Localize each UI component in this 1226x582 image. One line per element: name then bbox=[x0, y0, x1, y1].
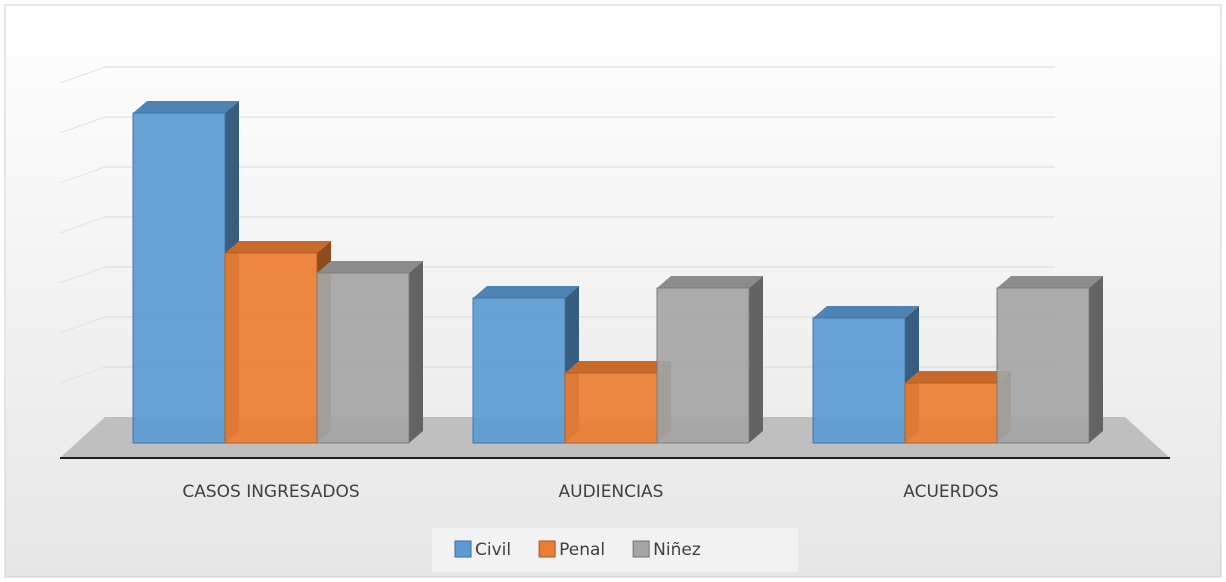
bar-top bbox=[997, 276, 1103, 288]
bar-side bbox=[409, 261, 423, 443]
legend-label: Civil bbox=[475, 540, 511, 560]
x-tick-label: ACUERDOS bbox=[903, 482, 998, 502]
legend-swatch bbox=[538, 540, 556, 558]
bar-side bbox=[1089, 276, 1103, 443]
bar bbox=[656, 287, 750, 444]
x-tick-label: AUDIENCIAS bbox=[559, 482, 664, 502]
grid-line-side bbox=[59, 366, 106, 384]
grid-line-side bbox=[59, 116, 106, 134]
bar bbox=[132, 112, 226, 444]
bar bbox=[904, 382, 998, 444]
bar-top bbox=[473, 286, 579, 298]
legend-swatch bbox=[454, 540, 472, 558]
grid-line-side bbox=[59, 266, 106, 284]
bar bbox=[996, 287, 1090, 444]
legend-label: Penal bbox=[559, 540, 605, 560]
bar bbox=[812, 317, 906, 444]
bar bbox=[224, 252, 318, 444]
grid-line-side bbox=[59, 316, 106, 334]
grid-line-side bbox=[59, 66, 106, 84]
bar-side bbox=[749, 276, 763, 443]
bar-top bbox=[905, 371, 1011, 383]
bar-top bbox=[565, 361, 671, 373]
bar bbox=[472, 297, 566, 444]
legend-box bbox=[432, 528, 798, 572]
bar-top bbox=[317, 261, 423, 273]
legend-label: Niñez bbox=[653, 540, 701, 560]
legend-swatch bbox=[632, 540, 650, 558]
bar-top bbox=[133, 101, 239, 113]
bar-top bbox=[813, 306, 919, 318]
x-tick-label: CASOS INGRESADOS bbox=[182, 482, 359, 502]
grid-line-side bbox=[59, 216, 106, 234]
bar-top bbox=[225, 241, 331, 253]
bar bbox=[316, 272, 410, 444]
grid-line-side bbox=[59, 166, 106, 184]
bar-top bbox=[657, 276, 763, 288]
bar bbox=[564, 372, 658, 444]
